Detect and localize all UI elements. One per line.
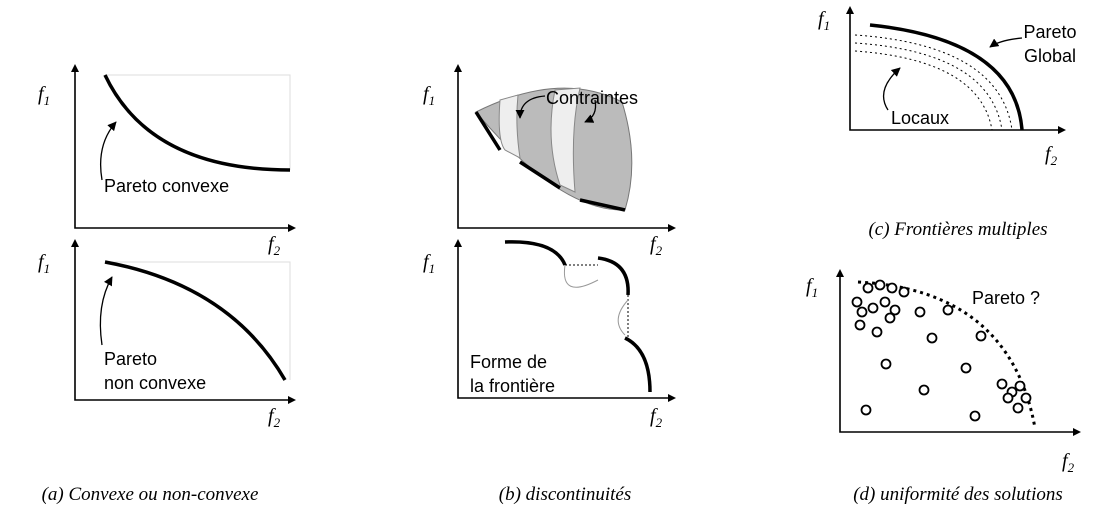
- caption: (c) Frontières multiples: [868, 219, 1047, 240]
- axes: [839, 275, 1075, 433]
- x-label: f2: [650, 405, 663, 430]
- y-label: f1: [423, 251, 435, 276]
- solution-point: [860, 404, 872, 416]
- solution-point: [867, 302, 879, 314]
- arrow: [99, 121, 117, 181]
- pareto-curve: [103, 74, 291, 172]
- solution-point: [1014, 380, 1026, 392]
- solution-point: [926, 332, 938, 344]
- box: [105, 261, 291, 380]
- axes: [849, 12, 1060, 131]
- solution-point: [942, 304, 954, 316]
- y-label: f1: [818, 8, 830, 33]
- solution-point: [889, 304, 901, 316]
- annotation: Pareto ?: [972, 288, 1040, 308]
- pareto-curve: [104, 260, 287, 381]
- arrow: [882, 67, 901, 111]
- solution-point: [918, 384, 930, 396]
- solution-point: [996, 378, 1008, 390]
- infeasible-bands: [498, 87, 581, 193]
- y-label: f1: [806, 275, 818, 300]
- arrow: [515, 95, 546, 119]
- caption: (d) uniformité des solutions: [853, 484, 1063, 505]
- axes: [74, 245, 290, 401]
- caption: (b) discontinuités: [499, 484, 631, 505]
- solution-point: [871, 326, 883, 338]
- solution-point: [1002, 392, 1014, 404]
- x-label: f2: [268, 405, 281, 430]
- plot-b1: f1 f2 Contraintes: [423, 64, 676, 258]
- solution-point: [879, 296, 891, 308]
- annotation: Pareto: [1023, 22, 1076, 42]
- annotation: Pareto: [104, 349, 157, 369]
- solution-point: [880, 358, 892, 370]
- x-label: f2: [268, 233, 281, 258]
- plot-d: f1 f2 Pareto ?: [806, 269, 1081, 475]
- axes: [74, 70, 290, 229]
- y-label: f1: [423, 83, 435, 108]
- gaps: [565, 264, 629, 338]
- solution-point: [969, 410, 981, 422]
- plot-c: f1 f2 Pareto Global Locaux: [818, 6, 1077, 168]
- solution-point: [898, 286, 910, 298]
- plot-b2: f1 f2 Forme de la frontière: [423, 239, 676, 430]
- global-front: [869, 23, 1024, 131]
- solution-point: [862, 282, 874, 294]
- y-label: f1: [38, 251, 50, 276]
- plot-a2: f1 f2 Pareto non convexe: [38, 239, 296, 430]
- annotation: Pareto convexe: [104, 176, 229, 196]
- pareto-segments: [474, 111, 626, 212]
- x-label: f2: [1045, 143, 1058, 168]
- solution-point: [1012, 402, 1024, 414]
- annotation: non convexe: [104, 373, 206, 393]
- axis-arrows: [836, 269, 1081, 436]
- solution-point: [1020, 392, 1032, 404]
- hidden-curve: [563, 264, 629, 336]
- solution-point: [975, 330, 987, 342]
- solution-point: [886, 282, 898, 294]
- annotation: Locaux: [891, 108, 949, 128]
- arrow: [99, 276, 113, 346]
- annotation: Forme de: [470, 352, 547, 372]
- solution-point: [960, 362, 972, 374]
- arrow: [584, 99, 597, 123]
- solution-point: [856, 306, 868, 318]
- axes: [457, 245, 670, 399]
- plot-a1: f1 f2 Pareto convexe: [38, 64, 296, 258]
- box: [105, 74, 291, 170]
- arrow: [989, 37, 1023, 48]
- annotation: Global: [1024, 46, 1076, 66]
- axes: [457, 70, 670, 229]
- x-label: f2: [650, 233, 663, 258]
- axis-arrows: [71, 64, 296, 232]
- local-fronts: [854, 34, 1013, 131]
- solution-point: [854, 319, 866, 331]
- solution-point: [874, 279, 886, 291]
- solution-point: [851, 296, 863, 308]
- solution-point: [914, 306, 926, 318]
- pareto-segments: [504, 240, 652, 393]
- annotation: la frontière: [470, 376, 555, 396]
- annotation: Contraintes: [546, 88, 638, 108]
- solution-point: [884, 312, 896, 324]
- y-label: f1: [38, 83, 50, 108]
- caption: (a) Convexe ou non-convexe: [42, 484, 259, 505]
- x-label: f2: [1062, 450, 1075, 475]
